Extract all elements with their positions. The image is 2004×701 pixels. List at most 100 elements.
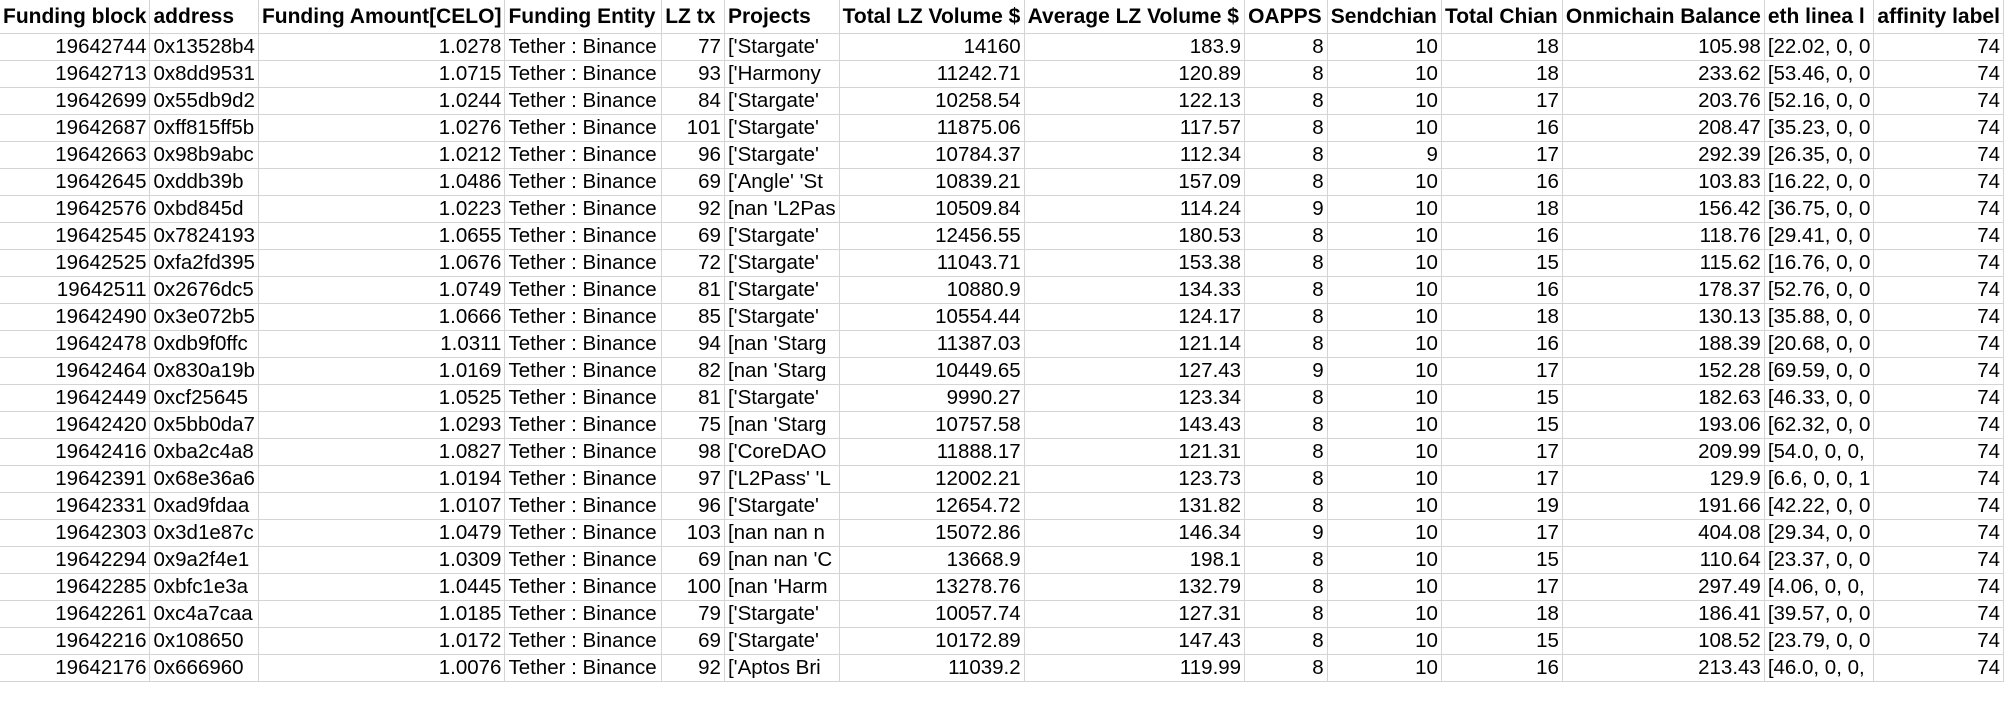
table-cell[interactable]: 10 [1327,492,1442,520]
table-cell[interactable]: [nan 'Starg [724,330,840,358]
table-cell[interactable]: ['Stargate' [724,249,840,277]
table-cell[interactable]: 74 [1873,33,2004,61]
table-cell[interactable]: 1.0223 [258,195,506,223]
table-cell[interactable]: 10449.65 [839,357,1025,385]
table-cell[interactable]: 8 [1244,384,1328,412]
table-cell[interactable]: 10554.44 [839,303,1025,331]
table-cell[interactable]: 10 [1327,33,1442,61]
table-cell[interactable]: 81 [661,384,725,412]
table-cell[interactable]: 9 [1327,141,1442,169]
column-header[interactable]: Funding Entity [504,0,663,34]
table-cell[interactable]: 11043.71 [839,249,1025,277]
table-cell[interactable]: 292.39 [1562,141,1765,169]
table-cell[interactable]: 11387.03 [839,330,1025,358]
table-cell[interactable]: 198.1 [1024,546,1246,574]
table-cell[interactable]: 69 [661,627,725,655]
column-header[interactable]: eth linea l [1764,0,1875,34]
table-cell[interactable]: 0xc4a7caa [149,600,259,628]
table-cell[interactable]: 10057.74 [839,600,1025,628]
column-header[interactable]: Onmichain Balance [1562,0,1765,34]
table-cell[interactable]: 12002.21 [839,465,1025,493]
table-cell[interactable]: Tether : Binance [504,60,663,88]
table-cell[interactable]: 0x3e072b5 [149,303,259,331]
table-cell[interactable]: 193.06 [1562,411,1765,439]
table-cell[interactable]: 8 [1244,276,1328,304]
table-cell[interactable]: 1.0827 [258,438,506,466]
table-cell[interactable]: 147.43 [1024,627,1246,655]
table-cell[interactable]: 122.13 [1024,87,1246,115]
column-header[interactable]: Total LZ Volume $ [839,0,1025,34]
table-cell[interactable]: 19642176 [0,654,151,682]
table-cell[interactable]: 1.0311 [258,330,506,358]
column-header[interactable]: Average LZ Volume $ [1024,0,1246,34]
table-cell[interactable]: Tether : Binance [504,141,663,169]
table-cell[interactable]: ['Harmony [724,60,840,88]
table-cell[interactable]: 19642525 [0,249,151,277]
table-cell[interactable]: 404.08 [1562,519,1765,547]
column-header[interactable]: OAPPS [1244,0,1328,34]
table-cell[interactable]: Tether : Binance [504,627,663,655]
table-cell[interactable]: 74 [1873,60,2004,88]
table-cell[interactable]: 1.0172 [258,627,506,655]
table-cell[interactable]: 180.53 [1024,222,1246,250]
table-cell[interactable]: ['Stargate' [724,33,840,61]
table-cell[interactable]: Tether : Binance [504,222,663,250]
table-cell[interactable]: ['Stargate' [724,384,840,412]
table-cell[interactable]: 0x55db9d2 [149,87,259,115]
table-cell[interactable]: 0x13528b4 [149,33,259,61]
table-cell[interactable]: 131.82 [1024,492,1246,520]
table-cell[interactable]: 1.0076 [258,654,506,682]
table-cell[interactable]: 9 [1244,519,1328,547]
table-cell[interactable]: 74 [1873,168,2004,196]
table-cell[interactable]: [29.34, 0, 0 [1764,519,1875,547]
table-cell[interactable]: 10 [1327,438,1442,466]
table-cell[interactable]: 74 [1873,303,2004,331]
table-cell[interactable]: 15 [1441,627,1563,655]
table-cell[interactable]: 0x9a2f4e1 [149,546,259,574]
table-cell[interactable]: 12456.55 [839,222,1025,250]
table-cell[interactable]: 10 [1327,627,1442,655]
table-cell[interactable]: 0xddb39b [149,168,259,196]
table-cell[interactable]: 19642261 [0,600,151,628]
table-cell[interactable]: Tether : Binance [504,600,663,628]
table-cell[interactable]: 8 [1244,141,1328,169]
table-cell[interactable]: 130.13 [1562,303,1765,331]
table-cell[interactable]: 115.62 [1562,249,1765,277]
table-cell[interactable]: Tether : Binance [504,546,663,574]
table-cell[interactable]: 1.0244 [258,87,506,115]
table-cell[interactable]: [36.75, 0, 0 [1764,195,1875,223]
table-cell[interactable]: Tether : Binance [504,573,663,601]
table-cell[interactable]: 1.0749 [258,276,506,304]
table-cell[interactable]: 118.76 [1562,222,1765,250]
table-cell[interactable]: 69 [661,222,725,250]
column-header[interactable]: affinity label [1873,0,2004,34]
table-cell[interactable]: ['Stargate' [724,87,840,115]
table-cell[interactable]: [46.0, 0, 0, [1764,654,1875,682]
table-cell[interactable]: 0xdb9f0ffc [149,330,259,358]
table-cell[interactable]: 19642285 [0,573,151,601]
table-cell[interactable]: 72 [661,249,725,277]
table-cell[interactable]: [nan 'Starg [724,357,840,385]
table-cell[interactable]: 157.09 [1024,168,1246,196]
table-cell[interactable]: ['Aptos Bri [724,654,840,682]
table-cell[interactable]: 10 [1327,330,1442,358]
table-cell[interactable]: 11242.71 [839,60,1025,88]
table-cell[interactable]: 17 [1441,519,1563,547]
table-cell[interactable]: 0x2676dc5 [149,276,259,304]
table-cell[interactable]: 143.43 [1024,411,1246,439]
table-cell[interactable]: ['L2Pass' 'L [724,465,840,493]
table-cell[interactable]: 96 [661,492,725,520]
table-cell[interactable]: [20.68, 0, 0 [1764,330,1875,358]
table-cell[interactable]: 19642420 [0,411,151,439]
table-cell[interactable]: 8 [1244,492,1328,520]
table-cell[interactable]: 132.79 [1024,573,1246,601]
table-cell[interactable]: 19642331 [0,492,151,520]
table-cell[interactable]: [62.32, 0, 0 [1764,411,1875,439]
table-cell[interactable]: 19642464 [0,357,151,385]
column-header[interactable]: LZ tx [661,0,725,34]
table-cell[interactable]: 8 [1244,411,1328,439]
column-header[interactable]: Funding block [0,0,151,34]
table-cell[interactable]: ['Stargate' [724,627,840,655]
table-cell[interactable]: [26.35, 0, 0 [1764,141,1875,169]
table-cell[interactable]: 9 [1244,195,1328,223]
